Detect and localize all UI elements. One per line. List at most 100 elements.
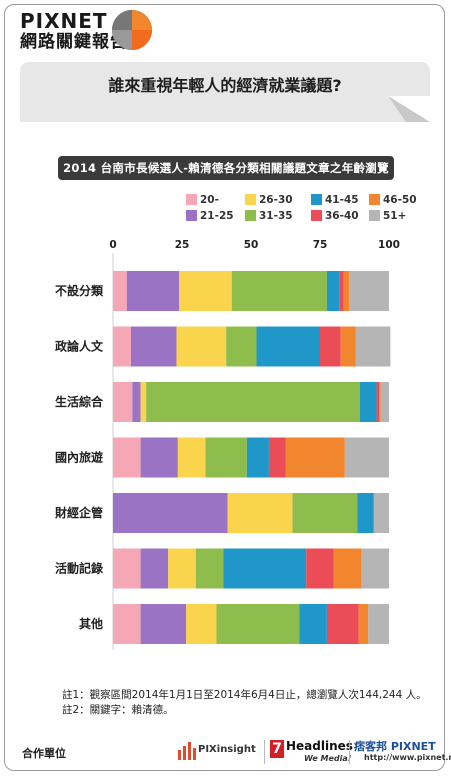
category-label: 政論人文 — [55, 339, 104, 354]
legend-label-20-: 20- — [200, 193, 219, 206]
bar-segment — [344, 437, 389, 478]
bar-segment — [379, 382, 381, 422]
legend-swatch-20- — [186, 194, 197, 205]
bar-segment — [360, 382, 377, 422]
category-label: 不設分類 — [55, 283, 104, 298]
bar-segment — [177, 437, 206, 478]
bar-segment — [339, 271, 344, 311]
bar-segment — [231, 271, 327, 311]
bar-segment — [355, 326, 391, 367]
bar-segment — [268, 437, 286, 478]
x-tick-label: 0 — [109, 239, 116, 251]
bar-segment — [132, 382, 141, 422]
bar-segment — [113, 548, 141, 589]
legend-swatch-31-35 — [245, 210, 256, 221]
bar-segment — [216, 604, 300, 644]
category-label: 生活綜合 — [55, 394, 104, 409]
bar-segment — [306, 548, 334, 589]
logo-pixinsight: PIXinsight — [198, 744, 256, 755]
bar-segment — [357, 493, 374, 533]
brand-title: PIXNET — [20, 9, 108, 33]
bar-segment — [140, 604, 187, 644]
bar-segment — [326, 271, 340, 311]
notes: 註1：觀察區間2014年1月1日至2014年6月4日止，總瀏覽人次144,244… — [62, 688, 427, 718]
x-tick-label: 75 — [313, 239, 328, 251]
bar-segment — [113, 604, 141, 644]
question-title: 誰來重視年輕人的經濟就業議題? — [108, 76, 342, 95]
bar-segment — [246, 437, 269, 478]
logo-pixnet-url: http://www.pixnet.net/ — [364, 753, 451, 762]
bar-segment — [299, 604, 327, 644]
bar-segment — [285, 437, 345, 478]
logo-we-media: We Media! — [304, 754, 352, 763]
bar-segment — [292, 493, 358, 533]
bar-segment — [256, 326, 320, 367]
legend-label-41-45: 41-45 — [325, 193, 359, 206]
note-1: 註1：觀察區間2014年1月1日至2014年6月4日止，總瀏覽人次144,244… — [62, 689, 427, 701]
bar-segment — [168, 548, 196, 589]
bar-segment — [223, 548, 307, 589]
legend-label-21-25: 21-25 — [200, 209, 234, 222]
logo-headlines: Headlines — [286, 739, 353, 753]
bar-segment — [326, 604, 359, 644]
bar-segment — [113, 271, 127, 311]
legend-swatch-41-45 — [311, 194, 322, 205]
bar-segment — [113, 437, 141, 478]
legend-label-31-35: 31-35 — [259, 209, 293, 222]
bar-segment — [320, 326, 341, 367]
bar-segment — [113, 493, 228, 533]
bar-segment — [358, 604, 369, 644]
legend-swatch-36-40 — [311, 210, 322, 221]
bar-segment — [179, 271, 232, 311]
chart-title: 2014 台南市長候選人-賴清德各分類相關議題文章之年齡瀏覽比 — [58, 156, 394, 199]
bar-segment — [343, 271, 349, 311]
bar-segment — [130, 326, 177, 367]
legend-swatch-51+ — [369, 210, 380, 221]
x-tick-label: 100 — [378, 239, 400, 251]
logo-divider-1 — [264, 740, 265, 764]
bar-segment — [140, 382, 147, 422]
bar-segment — [186, 604, 217, 644]
brand-subtitle: 網路關鍵報告 — [20, 32, 128, 52]
logo-7-badge: 7 — [270, 740, 284, 758]
pixinsight-bars-icon — [178, 742, 196, 760]
bar-segment — [126, 271, 180, 311]
bar-segment — [361, 548, 389, 589]
pie-logo-icon — [112, 10, 152, 50]
legend-swatch-46-50 — [369, 194, 380, 205]
logo-divider-2 — [349, 740, 350, 764]
bar-segment — [227, 493, 293, 533]
bar-segment — [368, 604, 389, 644]
x-tick-label: 25 — [175, 239, 190, 251]
question-banner — [20, 62, 430, 122]
x-tick-label: 50 — [244, 239, 259, 251]
bar-segment — [380, 382, 389, 422]
bar-segment — [373, 493, 389, 533]
bar-segment — [195, 548, 224, 589]
legend-label-36-40: 36-40 — [325, 209, 359, 222]
bar-segment — [176, 326, 227, 367]
bar-segment — [113, 326, 131, 367]
category-label: 活動記錄 — [55, 561, 103, 576]
legend-label-46-50: 46-50 — [383, 193, 417, 206]
bar-segment — [376, 382, 380, 422]
bar-segment — [340, 326, 356, 367]
logo-pixnet: 痞客邦 PIXNET — [354, 740, 436, 753]
category-label: 財經企管 — [54, 505, 103, 520]
category-label: 其他 — [79, 616, 103, 631]
bar-segment — [226, 326, 257, 367]
category-label: 國內旅遊 — [55, 450, 103, 465]
footer-label: 合作單位 — [22, 747, 66, 760]
page-fold-icon — [388, 96, 430, 122]
note-2: 註2：關鍵字：賴清德。 — [62, 704, 174, 716]
bar-segment — [113, 382, 133, 422]
bar-segment — [146, 382, 361, 422]
legend-label-26-30: 26-30 — [259, 193, 293, 206]
bar-segment — [140, 437, 178, 478]
legend-label-51+: 51+ — [383, 209, 407, 222]
bar-segment — [348, 271, 389, 311]
bar-segment — [333, 548, 362, 589]
brand-block: PIXNET 網路關鍵報告 — [20, 10, 128, 52]
bar-segment — [205, 437, 247, 478]
